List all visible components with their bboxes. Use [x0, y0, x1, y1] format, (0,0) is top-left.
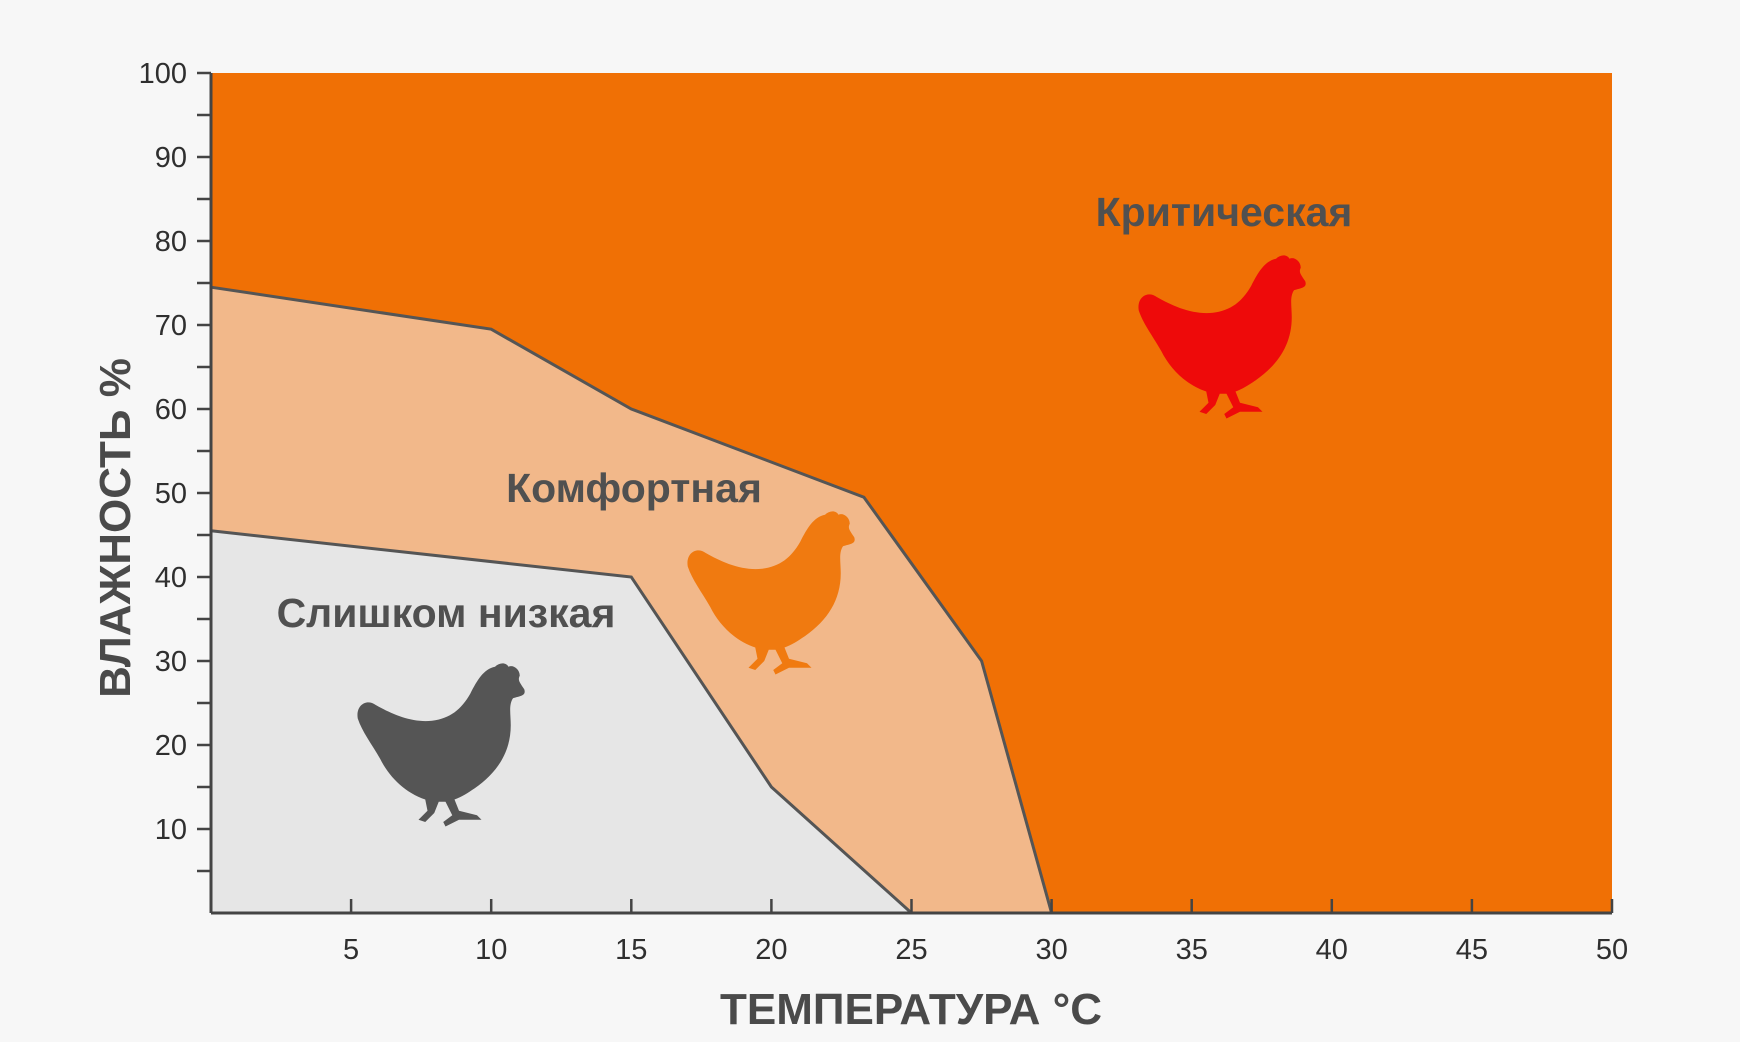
x-tick-label: 30: [1035, 934, 1067, 966]
y-tick-label: 30: [155, 646, 187, 678]
zone-label-comfort: Комфортная: [506, 465, 762, 511]
y-ticks: 10 20 30 40 50 60 70 80 90 100: [139, 58, 211, 873]
zone-low-area: [211, 530, 912, 913]
zone-comfort-boundary-line: [210, 285, 1054, 914]
x-tick-label: 45: [1456, 934, 1488, 966]
y-tick-label: 50: [155, 478, 187, 510]
zone-label-low: Слишком низкая: [277, 590, 616, 636]
y-tick-label: 80: [155, 226, 187, 258]
x-axis-title: ТЕМПЕРАТУРА °C: [720, 985, 1102, 1034]
y-axis-title: ВЛАЖНОСТЬ %: [91, 358, 140, 698]
zone-label-critical: Критическая: [1096, 189, 1353, 235]
x-tick-label: 10: [475, 934, 507, 966]
y-tick-label: 40: [155, 562, 187, 594]
y-tick-label: 10: [155, 814, 187, 846]
y-tick-label: 70: [155, 310, 187, 342]
x-tick-label: 20: [755, 934, 787, 966]
x-tick-label: 15: [615, 934, 647, 966]
y-tick-label: 20: [155, 730, 187, 762]
x-tick-label: 5: [343, 934, 359, 966]
x-tick-label: 25: [895, 934, 927, 966]
x-tick-label: 50: [1596, 934, 1628, 966]
x-tick-label: 40: [1316, 934, 1348, 966]
zone-low-boundary-line: [210, 529, 913, 915]
y-tick-label: 60: [155, 394, 187, 426]
x-tick-label: 35: [1176, 934, 1208, 966]
y-tick-label: 100: [139, 58, 187, 90]
y-tick-label: 90: [155, 142, 187, 174]
x-ticks: 5 10 15 20 25 30 35 40 45 50: [343, 899, 1628, 966]
